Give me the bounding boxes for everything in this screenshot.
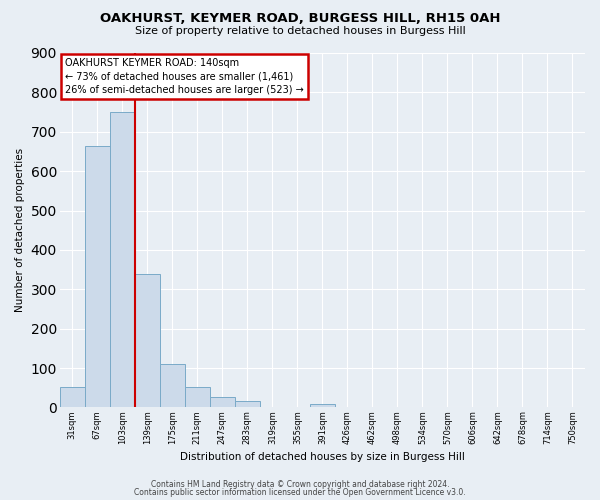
X-axis label: Distribution of detached houses by size in Burgess Hill: Distribution of detached houses by size …: [180, 452, 465, 462]
Bar: [160, 364, 185, 408]
Text: OAKHURST KEYMER ROAD: 140sqm
← 73% of detached houses are smaller (1,461)
26% of: OAKHURST KEYMER ROAD: 140sqm ← 73% of de…: [65, 58, 304, 94]
Text: Contains public sector information licensed under the Open Government Licence v3: Contains public sector information licen…: [134, 488, 466, 497]
Text: OAKHURST, KEYMER ROAD, BURGESS HILL, RH15 0AH: OAKHURST, KEYMER ROAD, BURGESS HILL, RH1…: [100, 12, 500, 26]
Bar: [235, 402, 260, 407]
Text: Size of property relative to detached houses in Burgess Hill: Size of property relative to detached ho…: [134, 26, 466, 36]
Bar: [110, 112, 135, 408]
Bar: [85, 146, 110, 408]
Y-axis label: Number of detached properties: Number of detached properties: [15, 148, 25, 312]
Bar: [310, 404, 335, 407]
Bar: [185, 387, 210, 407]
Bar: [210, 397, 235, 407]
Bar: [60, 387, 85, 407]
Text: Contains HM Land Registry data © Crown copyright and database right 2024.: Contains HM Land Registry data © Crown c…: [151, 480, 449, 489]
Bar: [135, 274, 160, 407]
